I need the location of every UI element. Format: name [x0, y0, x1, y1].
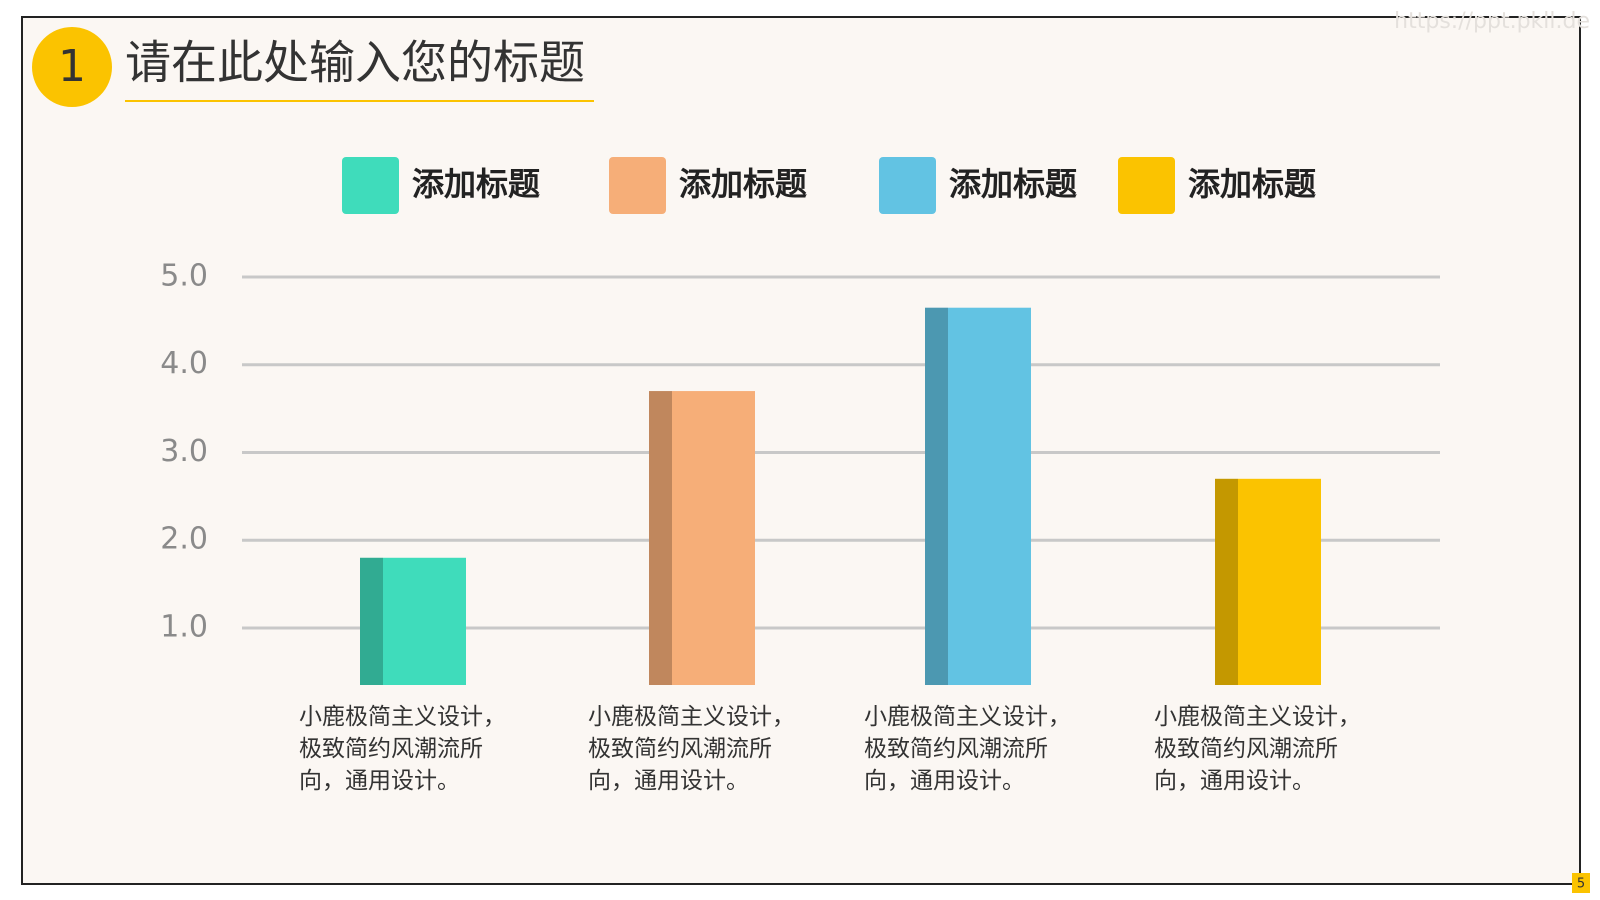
bar — [1215, 478, 1321, 685]
category-description: 小鹿极简主义设计，极致简约风潮流所向，通用设计。 — [864, 704, 1071, 794]
category-description: 小鹿极简主义设计，极致简约风潮流所向，通用设计。 — [588, 704, 795, 794]
page-number: 5 — [1577, 877, 1585, 892]
legend-label: 添加标题 — [679, 165, 807, 203]
legend-label: 添加标题 — [1188, 165, 1316, 203]
bar — [925, 307, 1031, 685]
bar-shade — [649, 391, 672, 685]
bar-group — [649, 391, 755, 685]
y-tick-label: 4.0 — [160, 346, 208, 381]
bar-shade — [360, 557, 383, 685]
category-description: 小鹿极简主义设计，极致简约风潮流所向，通用设计。 — [1154, 704, 1361, 794]
legend-label: 添加标题 — [412, 165, 540, 203]
bar — [649, 391, 755, 685]
y-tick-label: 5.0 — [160, 259, 208, 294]
y-tick-label: 2.0 — [160, 522, 208, 557]
watermark: https://ppt.pkll.de — [1394, 9, 1590, 34]
bar-group — [925, 307, 1031, 685]
slide-title: 请在此处输入您的标题 — [125, 36, 585, 90]
bar-group — [1215, 478, 1321, 685]
y-tick-label: 3.0 — [160, 434, 208, 469]
bar-group — [360, 557, 466, 685]
legend-swatch — [879, 157, 936, 214]
legend-swatch — [342, 157, 399, 214]
bar-shade — [925, 307, 948, 685]
number-badge — [32, 27, 112, 107]
legend-swatch — [609, 157, 666, 214]
legend-label: 添加标题 — [949, 165, 1077, 203]
category-label: 小鹿极简主义设计，极致简约风潮流所向，通用设计。 — [299, 704, 506, 794]
legend-swatch — [1118, 157, 1175, 214]
category-description: 小鹿极简主义设计，极致简约风潮流所向，通用设计。 — [299, 704, 506, 794]
bar — [360, 557, 466, 685]
category-label: 小鹿极简主义设计，极致简约风潮流所向，通用设计。 — [1154, 704, 1361, 794]
bar-shade — [1215, 478, 1238, 685]
category-label: 小鹿极简主义设计，极致简约风潮流所向，通用设计。 — [864, 704, 1071, 794]
y-tick-label: 1.0 — [160, 609, 208, 644]
slide-number: 1 — [58, 41, 86, 92]
slide-frame — [21, 16, 1581, 885]
page-badge — [1572, 873, 1590, 893]
category-label: 小鹿极简主义设计，极致简约风潮流所向，通用设计。 — [588, 704, 795, 794]
